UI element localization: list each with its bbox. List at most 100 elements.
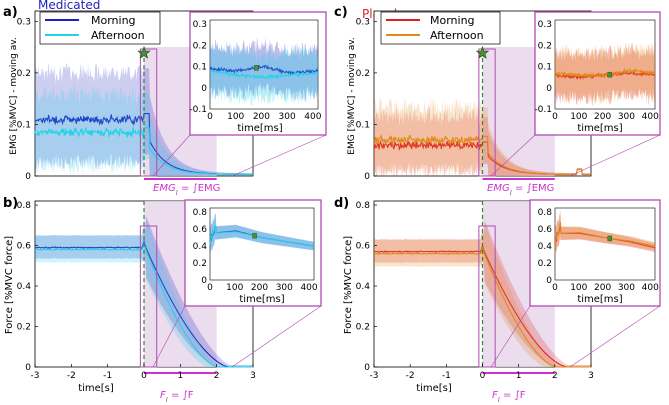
y-tick-label: 0.8 xyxy=(17,201,32,211)
zoom-box xyxy=(139,48,158,177)
inset-x-tick-label: 400 xyxy=(300,283,317,293)
inset-a: -0.100.10.20.30 100 200 300 400 time[ms] xyxy=(189,11,327,136)
inset-y-tick-label: 0 xyxy=(201,84,207,94)
inset-axes xyxy=(209,19,319,110)
y-tick-label: 0 xyxy=(25,363,31,373)
inset-band xyxy=(555,214,655,257)
inset-band xyxy=(210,41,318,106)
zoom-box xyxy=(139,225,158,368)
inset-xlabel-c: time[ms] xyxy=(577,123,622,134)
panel-b: b) Force [%MVC force] 0 0.2 0.4 0.6 0.8 -3 -2… xyxy=(3,196,322,404)
series-band xyxy=(374,222,591,367)
inset-plot-b: 0 0.2 0.4 0.6 0.8 0 100 200 300 400 xyxy=(193,207,318,293)
force-integral-label-b: FI = ∫F xyxy=(160,390,194,404)
inset-x-tick-label: 300 xyxy=(276,283,293,293)
x-tick-label: 1 xyxy=(177,371,183,381)
x-tick-label: -3 xyxy=(370,371,379,381)
inset-y-tick-label: 0.4 xyxy=(538,242,553,252)
zoom-connector-line xyxy=(231,134,327,177)
inset-band xyxy=(210,212,314,258)
inset-x-tick-label: 100 xyxy=(570,283,587,293)
inset-x-tick-label: 0 xyxy=(207,112,213,122)
inset-y-tick-label: 0.4 xyxy=(193,242,208,252)
panel-label-a: a) xyxy=(3,5,18,20)
inset-x-tick-label: 400 xyxy=(304,112,321,122)
inset-xlabel-a: time[ms] xyxy=(237,123,282,134)
x-tick-label: 3 xyxy=(250,371,256,381)
force-integral-base: F xyxy=(160,390,166,401)
inset-y-tick-label: 0.2 xyxy=(193,259,207,269)
legend-label-morning: Morning xyxy=(430,14,475,27)
inset-y-tick-label: 0.2 xyxy=(538,41,552,51)
zoom-connector-line xyxy=(569,305,661,368)
x-tick-label: 2 xyxy=(552,371,558,381)
zoom-connectors xyxy=(152,134,661,368)
panel-label-d: d) xyxy=(334,196,349,211)
inset-x-tick-label: 400 xyxy=(642,283,659,293)
y-axis-label-a: EMG [%MVC] - moving av. xyxy=(9,37,19,154)
legend-box-c xyxy=(380,11,501,45)
y-tick-label: 0.6 xyxy=(17,242,32,252)
y-ticks-d: 0 0.2 0.4 0.6 0.8 xyxy=(356,201,377,373)
zoom-connector-line xyxy=(152,134,191,177)
series-band xyxy=(374,106,591,176)
inset-y-tick-label: 0.6 xyxy=(193,225,208,235)
emg-integral-sub: I xyxy=(510,189,512,197)
inset-plot-d: 0 0.2 0.4 0.6 0.8 0 100 200 300 400 xyxy=(538,207,659,293)
force-integral-sub: I xyxy=(166,396,168,404)
emg-integral-rhs: = ∫EMG xyxy=(178,183,221,194)
y-tick-label: 0 xyxy=(25,172,31,182)
inset-c: -0.100.10.20.30 100 200 300 400 time[ms] xyxy=(534,11,661,136)
inset-axes xyxy=(554,19,656,110)
series-band xyxy=(35,62,253,176)
y-tick-label: 0.4 xyxy=(356,282,371,292)
y-ticks-b: 0 0.2 0.4 0.6 0.8 xyxy=(17,201,38,373)
inset-y-tick-label: 0.3 xyxy=(538,20,552,30)
series-band xyxy=(374,220,591,367)
y-tick-label: 0.6 xyxy=(356,242,371,252)
zoom-connector-line xyxy=(490,134,536,177)
force-integral-label-d: FI = ∫F xyxy=(492,390,526,404)
emg-integral-base: EMG xyxy=(153,183,176,194)
inset-line xyxy=(209,68,319,80)
legend-box-a xyxy=(39,11,161,45)
y-tick-label: 0 xyxy=(364,172,370,182)
inset-x-tick-label: 0 xyxy=(552,283,558,293)
inset-marker xyxy=(607,235,613,242)
inset-y-tick-label: 0.8 xyxy=(193,208,208,218)
zoom-connector-line xyxy=(569,134,661,177)
y-ticks-c: 0 0.1 0.2 0.3 xyxy=(356,17,377,182)
inset-x-tick-label: 100 xyxy=(570,112,587,122)
x-tick-label: -2 xyxy=(67,371,76,381)
x-axis-label-d: time[s] xyxy=(416,383,452,394)
legend-label-afternoon: Afternoon xyxy=(430,29,484,42)
inset-axes xyxy=(209,207,315,281)
inset-x-tick-label: 100 xyxy=(226,283,243,293)
inset-y-tick-label: 0 xyxy=(201,276,207,286)
zoom-box xyxy=(478,225,496,368)
x-tick-label: -1 xyxy=(442,371,451,381)
inset-marker xyxy=(254,65,259,71)
inset-band xyxy=(210,36,318,103)
inset-y-tick-label: 0.8 xyxy=(538,208,553,218)
y-tick-label: 0.1 xyxy=(17,120,31,130)
x-tick-label: 1 xyxy=(516,371,522,381)
event-star-marker xyxy=(137,45,151,59)
y-tick-label: 0.3 xyxy=(17,17,31,27)
inset-xlabel-d: time[ms] xyxy=(577,294,622,305)
y-tick-label: 0.2 xyxy=(17,323,31,333)
series-line xyxy=(34,126,253,175)
panel-label-c: c) xyxy=(334,5,348,20)
inset-x-tick-label: 300 xyxy=(618,112,635,122)
inset-x-tick-label: 0 xyxy=(552,112,558,122)
zoom-connector-line xyxy=(231,305,322,368)
x-tick-label: -3 xyxy=(31,371,40,381)
y-tick-label: 0.4 xyxy=(17,282,32,292)
inset-plot-c: -0.100.10.20.30 100 200 300 400 xyxy=(534,19,659,122)
inset-y-tick-label: 0 xyxy=(546,276,552,286)
inset-x-tick-label: 0 xyxy=(207,283,213,293)
panel-d: d) Force [%MVC force] 0 0.2 0.4 0.6 0.8 -3 -2… xyxy=(334,196,661,404)
inset-y-tick-label: 0.6 xyxy=(538,225,553,235)
x-ticks-d: -3 -2 -1 0 1 2 3 xyxy=(370,364,594,381)
